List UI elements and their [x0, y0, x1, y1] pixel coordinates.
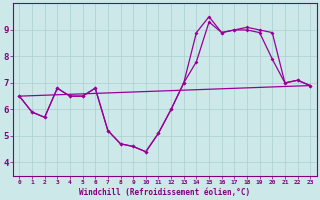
- X-axis label: Windchill (Refroidissement éolien,°C): Windchill (Refroidissement éolien,°C): [79, 188, 250, 197]
